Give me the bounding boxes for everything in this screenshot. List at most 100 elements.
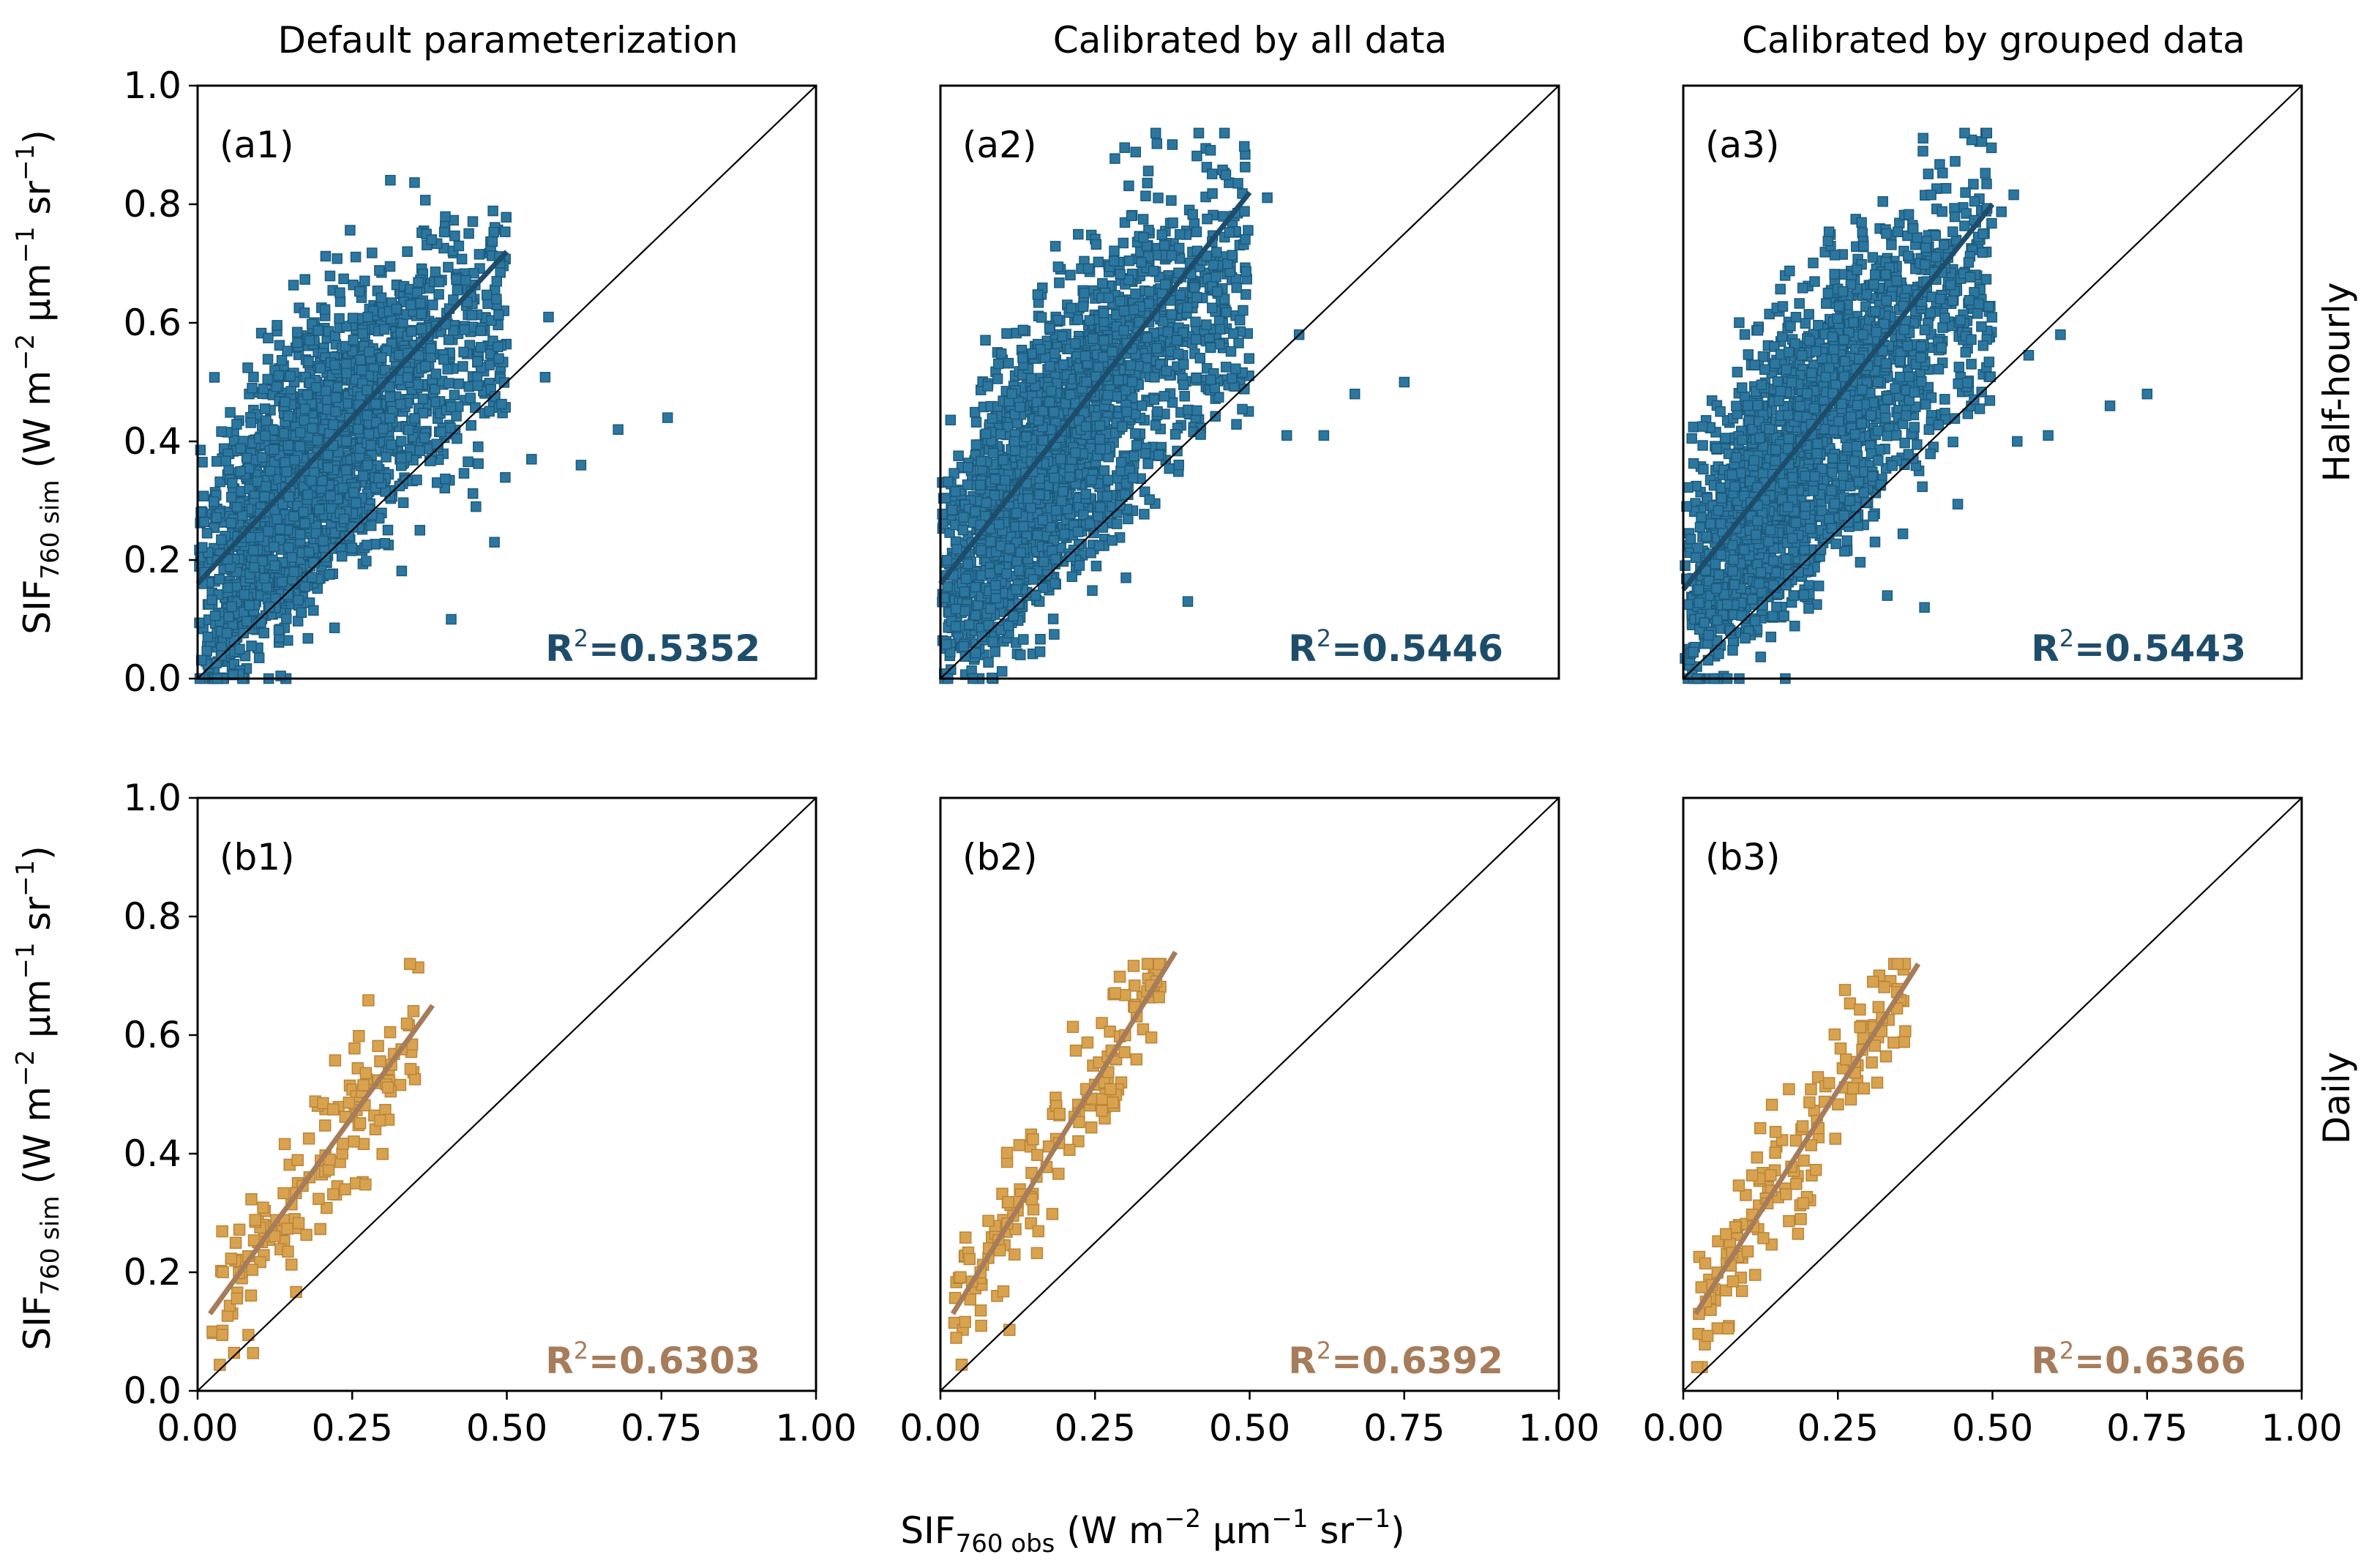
data-point — [1049, 472, 1060, 484]
data-point — [453, 378, 465, 389]
data-point — [277, 576, 288, 588]
data-point — [1161, 365, 1172, 377]
data-point — [943, 476, 954, 488]
data-point — [496, 398, 507, 410]
data-point — [1044, 361, 1055, 372]
data-point — [1119, 142, 1130, 153]
data-point — [498, 377, 510, 388]
data-point — [279, 428, 290, 439]
data-point — [1011, 584, 1022, 595]
data-point — [458, 468, 470, 479]
data-point — [990, 580, 1001, 591]
data-point — [1001, 568, 1012, 580]
data-point — [1126, 210, 1137, 222]
data-point — [958, 641, 970, 652]
data-point — [307, 422, 318, 434]
data-point — [341, 367, 352, 379]
data-point — [1079, 351, 1091, 362]
data-point — [543, 311, 554, 323]
data-point — [1179, 390, 1190, 402]
data-point — [947, 504, 958, 515]
data-point — [976, 455, 987, 467]
data-point — [1399, 376, 1410, 388]
data-point — [1193, 127, 1205, 139]
data-point — [295, 427, 306, 438]
data-point — [332, 381, 343, 393]
data-point — [272, 320, 282, 331]
y-tick-label: 0.2 — [123, 539, 182, 581]
data-point — [1108, 255, 1120, 266]
data-point — [367, 247, 378, 258]
data-point — [384, 391, 396, 403]
data-point — [1232, 178, 1243, 189]
data-point — [1080, 421, 1092, 432]
data-point — [1986, 312, 1998, 323]
data-point — [260, 430, 271, 441]
data-point — [446, 613, 457, 625]
data-point — [1208, 259, 1219, 271]
data-point — [989, 646, 1000, 657]
data-point — [405, 326, 417, 337]
data-point — [1138, 232, 1149, 243]
data-point — [1191, 373, 1202, 384]
data-point — [1103, 292, 1115, 304]
data-point — [259, 572, 270, 584]
data-point — [420, 361, 431, 372]
data-point — [1219, 127, 1230, 139]
data-point — [307, 572, 318, 583]
data-point — [992, 373, 1003, 384]
data-point — [321, 394, 333, 406]
data-point — [1049, 629, 1060, 640]
x-axis-label: SIF760 obs (W m−2 μm−1 sr−1) — [900, 1504, 1404, 1558]
data-point — [953, 450, 964, 461]
data-point — [416, 324, 427, 335]
data-point — [1066, 571, 1078, 583]
data-point — [359, 275, 370, 287]
data-point — [1025, 502, 1036, 513]
data-point — [1093, 256, 1104, 268]
data-point — [1056, 496, 1067, 507]
data-point — [1178, 379, 1189, 390]
data-point — [288, 566, 299, 578]
data-point — [983, 657, 994, 668]
data-point — [282, 440, 294, 451]
data-point — [1162, 326, 1174, 337]
data-point — [1107, 535, 1118, 546]
data-point — [318, 535, 329, 547]
data-point — [1046, 386, 1057, 397]
data-point — [1035, 633, 1046, 645]
data-point — [1115, 296, 1126, 307]
data-point — [1227, 250, 1238, 261]
data-point — [216, 426, 227, 437]
data-point — [1841, 535, 1853, 546]
data-point — [1775, 283, 1786, 295]
data-point — [320, 250, 332, 262]
data-point — [247, 382, 258, 394]
data-point — [950, 621, 962, 632]
data-point — [1094, 433, 1106, 445]
data-point — [362, 384, 373, 396]
r2-annotation: R2=0.5446 — [1288, 624, 1503, 670]
data-point — [269, 541, 280, 553]
data-point — [258, 383, 269, 395]
data-point — [1097, 277, 1108, 289]
data-point — [1034, 489, 1045, 501]
data-point — [1240, 289, 1251, 300]
data-point — [970, 417, 982, 428]
data-point — [1115, 269, 1126, 280]
data-point — [982, 381, 993, 392]
data-point — [575, 460, 587, 471]
data-point — [299, 307, 310, 318]
data-point — [1182, 596, 1194, 607]
data-point — [1182, 302, 1193, 313]
data-point — [1877, 196, 1888, 207]
data-point — [1073, 228, 1084, 240]
data-point — [1121, 406, 1132, 417]
data-point — [1215, 324, 1226, 335]
data-point — [361, 556, 372, 567]
data-point — [221, 627, 233, 639]
data-point — [1227, 328, 1239, 339]
data-point — [289, 455, 300, 466]
data-point — [1167, 217, 1178, 228]
data-point — [1018, 520, 1029, 532]
